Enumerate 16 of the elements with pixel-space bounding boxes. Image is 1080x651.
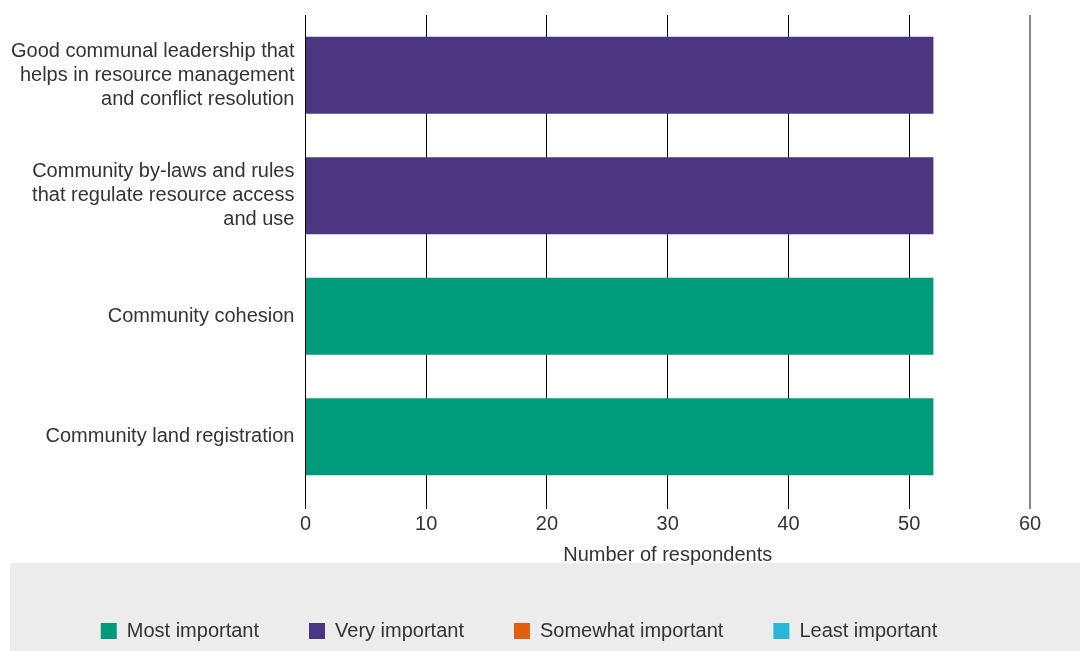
y-tick-label: Community by-laws and rules that regulate resource access and use <box>32 159 295 230</box>
legend-label: Somewhat important <box>539 618 724 641</box>
y-tick-label: Good communal leadership that helps in resource management and conflict resolution <box>11 38 295 109</box>
x-tick-label: 50 <box>898 511 921 534</box>
y-tick-label: Community cohesion <box>107 303 295 326</box>
x-axis-title: Number of respondents <box>563 542 773 565</box>
legend-label: Most important <box>126 618 260 641</box>
legend-label: Very important <box>335 618 465 641</box>
x-tick-label: 40 <box>777 511 800 534</box>
y-tick-label: Community land registration <box>45 424 295 447</box>
x-tick-label: 20 <box>535 511 559 534</box>
legend-label: Least important <box>799 618 938 641</box>
x-tick-label: 60 <box>1018 511 1042 534</box>
x-tick-label: 30 <box>656 511 679 534</box>
x-tick-label: 10 <box>415 511 438 534</box>
x-tick-label: 0 <box>299 511 312 534</box>
